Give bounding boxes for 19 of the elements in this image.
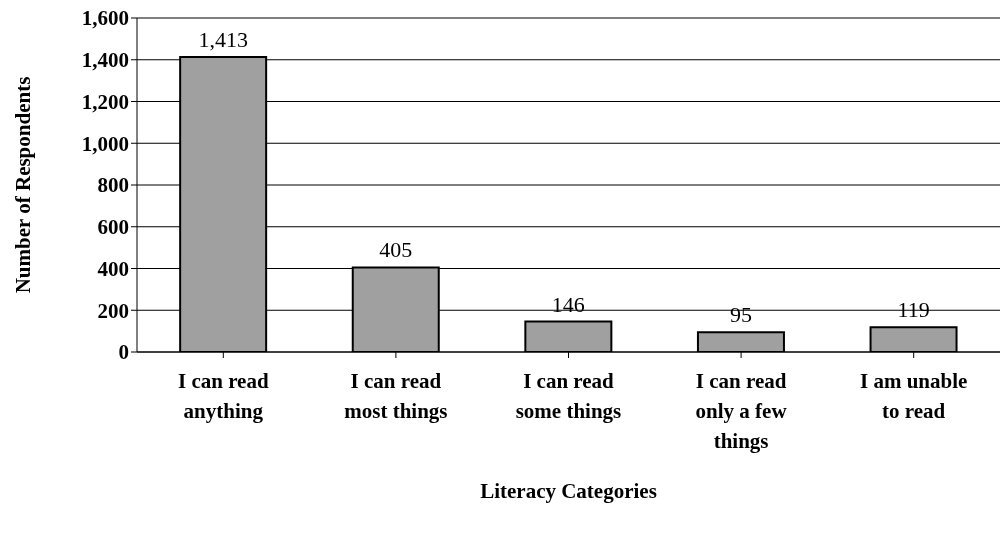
y-tick-label: 200 [97,298,129,323]
x-tick-label: I am unable to read [860,369,968,423]
y-axis-title: Number of Respondents [11,76,35,294]
x-tick-label: I can read most things [344,369,448,423]
x-tick-label: I can read only a few things [695,369,788,453]
y-tick-label: 600 [97,215,129,240]
x-axis-title: Literacy Categories [480,479,657,503]
data-label: 146 [551,291,585,317]
x-tick-label: I can read anything [177,369,269,423]
y-tick-label: 1,400 [81,48,129,73]
y-tick-label: 1,000 [81,131,129,156]
y-tick-label: 1,600 [81,6,129,31]
y-tick-label: 0 [118,340,129,365]
y-tick-label: 800 [97,173,129,198]
data-label: 1,413 [198,27,248,53]
x-tick-label: I can read some things [515,369,622,423]
y-tick-label: 400 [97,256,129,281]
data-label: 405 [379,237,413,263]
y-tick-label: 1,200 [81,89,129,114]
